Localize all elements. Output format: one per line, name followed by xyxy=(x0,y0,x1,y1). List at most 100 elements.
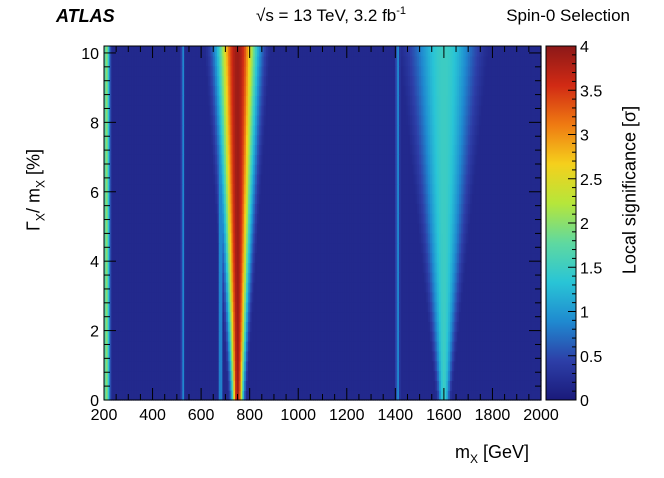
heatmap-cell xyxy=(340,350,344,362)
heatmap-cell xyxy=(402,370,406,381)
heatmap-cell xyxy=(160,262,163,273)
heatmap-cell xyxy=(133,350,136,362)
heatmap-cell xyxy=(195,291,198,303)
heatmap-cell xyxy=(129,321,132,332)
heatmap-cell xyxy=(264,341,267,352)
heatmap-cell xyxy=(520,390,524,401)
heatmap-cell xyxy=(151,282,154,293)
heatmap-cell xyxy=(389,370,393,381)
heatmap-cell xyxy=(457,390,460,401)
heatmap-cell xyxy=(442,272,446,283)
heatmap-cell xyxy=(439,390,442,401)
heatmap-cell xyxy=(386,311,389,322)
heatmap-cell xyxy=(165,370,169,381)
heatmap-cell xyxy=(402,262,406,273)
heatmap-cell xyxy=(164,301,167,313)
heatmap-cell xyxy=(406,360,409,372)
heatmap-cell xyxy=(249,311,253,322)
heatmap-cell xyxy=(118,341,121,352)
heatmap-cell xyxy=(393,390,396,401)
heatmap-cell xyxy=(256,341,260,352)
heatmap-cell xyxy=(242,350,245,362)
heatmap-cell xyxy=(460,350,464,362)
heatmap-cell xyxy=(293,341,296,352)
heatmap-cell xyxy=(335,311,338,322)
heatmap-cell xyxy=(109,301,112,313)
heatmap-cell xyxy=(347,380,351,391)
heatmap-cell xyxy=(176,311,180,322)
heatmap-cell xyxy=(113,301,116,313)
heatmap-cell xyxy=(378,341,382,352)
heatmap-cell xyxy=(335,370,338,381)
heatmap-cell xyxy=(420,321,424,332)
heatmap-cell xyxy=(520,341,524,352)
heatmap-cell xyxy=(298,272,302,283)
heatmap-cell xyxy=(391,380,395,391)
heatmap-cell xyxy=(473,262,477,273)
heatmap-cell xyxy=(368,272,371,283)
heatmap-cell xyxy=(116,350,120,362)
heatmap-cell xyxy=(125,301,129,313)
heatmap-cell xyxy=(224,262,227,273)
heatmap-cell xyxy=(238,350,242,362)
heatmap-cell xyxy=(482,370,486,381)
heatmap-cell xyxy=(398,350,402,362)
heatmap-cell xyxy=(287,262,291,273)
heatmap-cell xyxy=(226,350,229,362)
heatmap-cell xyxy=(351,331,355,342)
heatmap-cell xyxy=(200,301,203,313)
heatmap-cell xyxy=(286,380,289,391)
heatmap-cell xyxy=(406,301,409,313)
heatmap-cell xyxy=(320,321,324,332)
heatmap-cell xyxy=(289,311,293,322)
heatmap-cell xyxy=(539,282,542,293)
heatmap-cell xyxy=(167,282,171,293)
heatmap-cell xyxy=(464,301,467,313)
heatmap-cell xyxy=(420,370,424,381)
heatmap-cell xyxy=(304,282,307,293)
heatmap-cell xyxy=(236,350,240,362)
heatmap-cell xyxy=(417,360,420,372)
heatmap-cell xyxy=(193,301,196,313)
heatmap-cell xyxy=(209,370,213,381)
heatmap-cell xyxy=(488,272,491,283)
heatmap-cell xyxy=(473,341,477,352)
heatmap-cell xyxy=(347,321,351,332)
heatmap-cell xyxy=(508,380,511,391)
heatmap-cell xyxy=(200,252,203,263)
heatmap-cell xyxy=(246,291,249,303)
heatmap-cell xyxy=(411,370,415,381)
heatmap-cell xyxy=(479,262,482,273)
heatmap-cell xyxy=(306,272,309,283)
heatmap-cell xyxy=(213,390,216,401)
heatmap-cell xyxy=(169,370,172,381)
heatmap-cell xyxy=(236,272,240,283)
heatmap-cell xyxy=(439,370,442,381)
heatmap-cell xyxy=(291,311,294,322)
heatmap-cell xyxy=(513,311,517,322)
heatmap-cell xyxy=(360,350,364,362)
heatmap-cell xyxy=(213,350,216,362)
heatmap-cell xyxy=(393,301,396,313)
heatmap-cell xyxy=(107,321,111,332)
heatmap-cell xyxy=(500,360,504,372)
heatmap-cell xyxy=(293,311,296,322)
heatmap-cell xyxy=(267,262,271,273)
heatmap-cell xyxy=(455,321,458,332)
heatmap-cell xyxy=(318,301,322,313)
heatmap-cell xyxy=(255,341,258,352)
heatmap-cell xyxy=(386,370,389,381)
heatmap-cell xyxy=(426,291,429,303)
heatmap-cell xyxy=(437,350,440,362)
heatmap-cell xyxy=(180,291,183,303)
heatmap-cell xyxy=(276,390,280,401)
heatmap-cell xyxy=(357,301,360,313)
heatmap-cell xyxy=(479,360,482,372)
heatmap-cell xyxy=(222,380,225,391)
heatmap-cell xyxy=(249,252,253,263)
heatmap-cell xyxy=(491,360,495,372)
heatmap-cell xyxy=(475,301,478,313)
heatmap-cell xyxy=(373,350,376,362)
heatmap-cell xyxy=(131,282,134,293)
heatmap-cell xyxy=(107,282,111,293)
